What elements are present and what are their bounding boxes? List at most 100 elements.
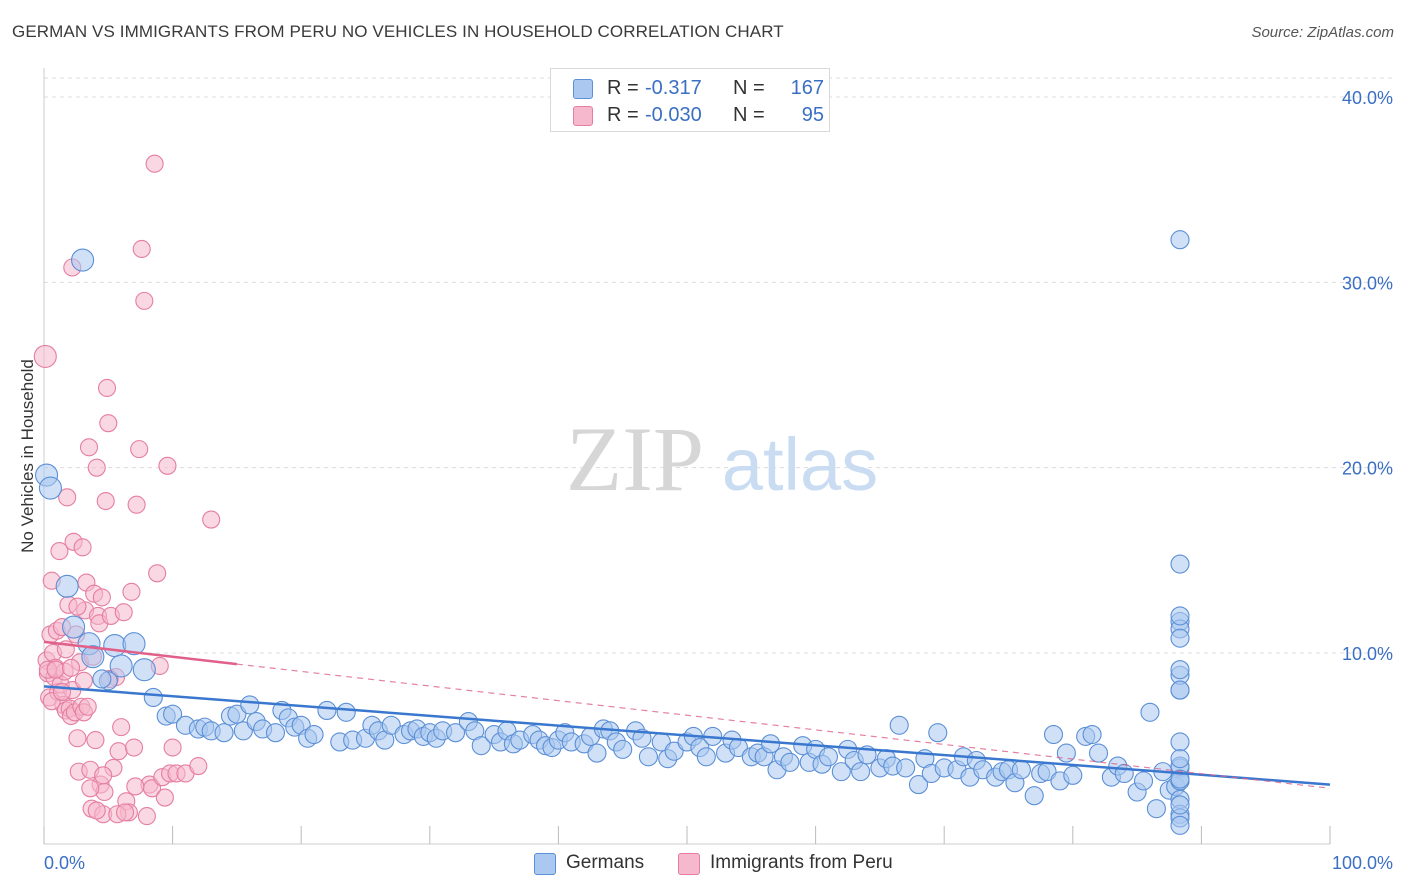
peru-point <box>163 738 182 757</box>
peru-point <box>122 582 141 601</box>
y-axis-label: No Vehicles in Household <box>18 359 37 553</box>
peru-point <box>61 658 81 677</box>
german-point <box>818 747 839 767</box>
peru-point <box>33 344 57 369</box>
german-point <box>696 747 716 767</box>
peru-point <box>50 542 69 561</box>
german-point <box>1170 732 1190 752</box>
german-point <box>233 721 253 741</box>
peru-point <box>127 495 146 514</box>
legend-r-label: R = <box>607 104 639 126</box>
german-point <box>1170 795 1190 815</box>
peru-point <box>114 603 133 622</box>
german-point <box>109 654 133 678</box>
peru-point <box>132 239 151 259</box>
german-point <box>227 704 247 724</box>
axes <box>43 68 1331 845</box>
german-point <box>445 723 466 743</box>
correlation-legend: R = -0.317 N = 167 R = -0.030 N = 95 <box>550 68 830 132</box>
german-point <box>1140 702 1160 722</box>
german-point <box>761 734 781 754</box>
german-point <box>1146 799 1166 819</box>
peru-point <box>86 731 105 750</box>
german-point <box>1170 815 1190 835</box>
german-point <box>1170 606 1190 626</box>
german-point <box>928 723 948 743</box>
german-point <box>71 248 95 272</box>
peru-point <box>58 488 77 507</box>
peru-point <box>99 414 118 433</box>
german-point <box>304 724 324 745</box>
legend-n-label: N = <box>733 104 765 126</box>
chart-title: GERMAN VS IMMIGRANTS FROM PERU NO VEHICL… <box>12 22 784 41</box>
german-point <box>132 658 156 682</box>
german-point <box>638 747 658 767</box>
peru-point <box>96 491 115 511</box>
german-point <box>92 669 112 689</box>
watermark-atlas: atlas <box>722 423 878 506</box>
legend-r-value-peru: -0.030 <box>645 104 702 126</box>
german-point <box>55 574 79 598</box>
peru-point <box>137 807 156 826</box>
german-point <box>1170 660 1190 680</box>
peru-point <box>74 671 93 690</box>
german-point <box>1082 724 1102 745</box>
german-point <box>1170 554 1190 574</box>
y-tick-label: 20.0% <box>1342 459 1393 479</box>
german-point <box>143 687 163 708</box>
german-point <box>1063 765 1083 785</box>
peru-point <box>92 588 111 607</box>
german-point <box>780 752 800 772</box>
peru-point <box>189 757 208 776</box>
german-point <box>1170 680 1190 700</box>
bottom-legend-label-germans: Germans <box>566 852 645 873</box>
peru-point <box>87 458 106 477</box>
german-point <box>265 723 286 743</box>
peru-point <box>87 801 106 820</box>
peru-point <box>78 697 97 716</box>
german-point <box>1088 743 1109 763</box>
german-point <box>471 736 491 756</box>
german-point <box>214 723 234 743</box>
peru-point <box>202 510 221 529</box>
y-tick-label: 10.0% <box>1342 644 1393 664</box>
peru-point <box>135 291 154 310</box>
german-point <box>1170 749 1190 769</box>
peru-point <box>81 779 100 798</box>
x-tick-label-start: 0.0% <box>44 853 85 873</box>
german-point <box>1170 230 1190 250</box>
german-point <box>122 632 146 656</box>
peru-point <box>97 378 117 398</box>
peru-point <box>68 729 87 748</box>
chart-source: Source: ZipAtlas.com <box>1251 24 1394 41</box>
german-point <box>632 728 652 748</box>
legend-r-label: R = <box>607 77 639 99</box>
peru-point <box>130 440 149 459</box>
grid-lines <box>44 77 1392 654</box>
legend-n-value-peru: 95 <box>801 104 824 126</box>
y-tick-label: 40.0% <box>1342 88 1393 108</box>
german-point <box>896 758 916 778</box>
peru-point <box>155 788 174 807</box>
german-point <box>163 704 183 724</box>
german-point <box>103 634 127 658</box>
bottom-legend-swatch-germans <box>534 853 556 875</box>
watermark-zip: ZIP <box>566 408 704 510</box>
german-point <box>613 739 633 759</box>
peru-point <box>46 660 65 679</box>
peru-point <box>68 597 87 616</box>
peru-point <box>94 766 113 785</box>
peru-point <box>126 777 145 796</box>
peru-point <box>52 682 72 701</box>
legend-n-label: N = <box>733 77 765 99</box>
bottom-legend-label-peru: Immigrants from Peru <box>710 852 893 873</box>
x-tick-label-end: 100.0% <box>1332 853 1393 873</box>
german-point <box>38 476 62 500</box>
trend-lines <box>43 640 1331 789</box>
german-point <box>336 702 356 722</box>
german-point <box>62 615 86 639</box>
german-point <box>664 741 684 761</box>
y-tick-label: 30.0% <box>1342 273 1393 293</box>
german-point <box>317 700 337 721</box>
